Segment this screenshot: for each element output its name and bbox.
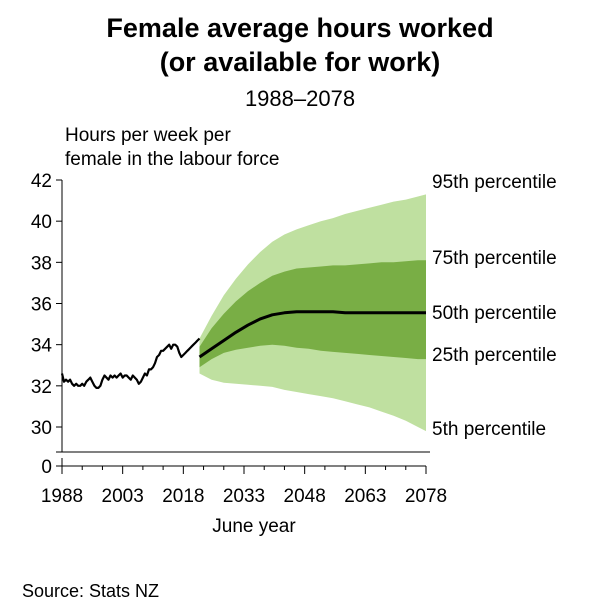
x-tick-label-1988: 1988 bbox=[41, 486, 83, 507]
y-tick-label-38: 38 bbox=[31, 253, 52, 274]
historical-series-line bbox=[60, 337, 201, 389]
x-tick-label-2003: 2003 bbox=[102, 486, 144, 507]
x-tick-label-2048: 2048 bbox=[284, 486, 326, 507]
percentile-label-4: 25th percentile bbox=[432, 345, 557, 366]
band-25-75-percentile bbox=[199, 260, 426, 368]
percentile-label-3: 50th percentile bbox=[432, 303, 557, 324]
y-tick-label-34: 34 bbox=[31, 336, 53, 357]
x-tick-label-2018: 2018 bbox=[162, 486, 204, 507]
y-tick-label-0: 0 bbox=[41, 457, 52, 478]
source-note: Source: Stats NZ bbox=[22, 581, 160, 601]
y-tick-label-32: 32 bbox=[31, 377, 52, 398]
y-axis-label-line-1: Hours per week per bbox=[65, 125, 231, 146]
x-tick-label-2033: 2033 bbox=[223, 486, 265, 507]
chart-subtitle: 1988–2078 bbox=[244, 86, 356, 111]
x-axis-label: June year bbox=[212, 516, 296, 537]
chart-title-line-2: (or available for work) bbox=[159, 47, 441, 77]
percentile-label-5: 5th percentile bbox=[432, 419, 546, 440]
chart-title-line-1: Female average hours worked bbox=[106, 13, 494, 43]
x-tick-label-2078: 2078 bbox=[405, 486, 447, 507]
x-tick-label-2063: 2063 bbox=[344, 486, 386, 507]
y-axis-label-line-2: female in the labour force bbox=[65, 149, 280, 170]
median-projection-line bbox=[198, 310, 426, 359]
y-tick-label-42: 42 bbox=[31, 171, 52, 192]
percentile-label-1: 95th percentile bbox=[432, 172, 557, 193]
y-tick-label-30: 30 bbox=[31, 418, 52, 439]
percentile-label-2: 75th percentile bbox=[432, 248, 557, 269]
y-tick-label-36: 36 bbox=[31, 295, 52, 316]
y-tick-label-40: 40 bbox=[31, 212, 52, 233]
